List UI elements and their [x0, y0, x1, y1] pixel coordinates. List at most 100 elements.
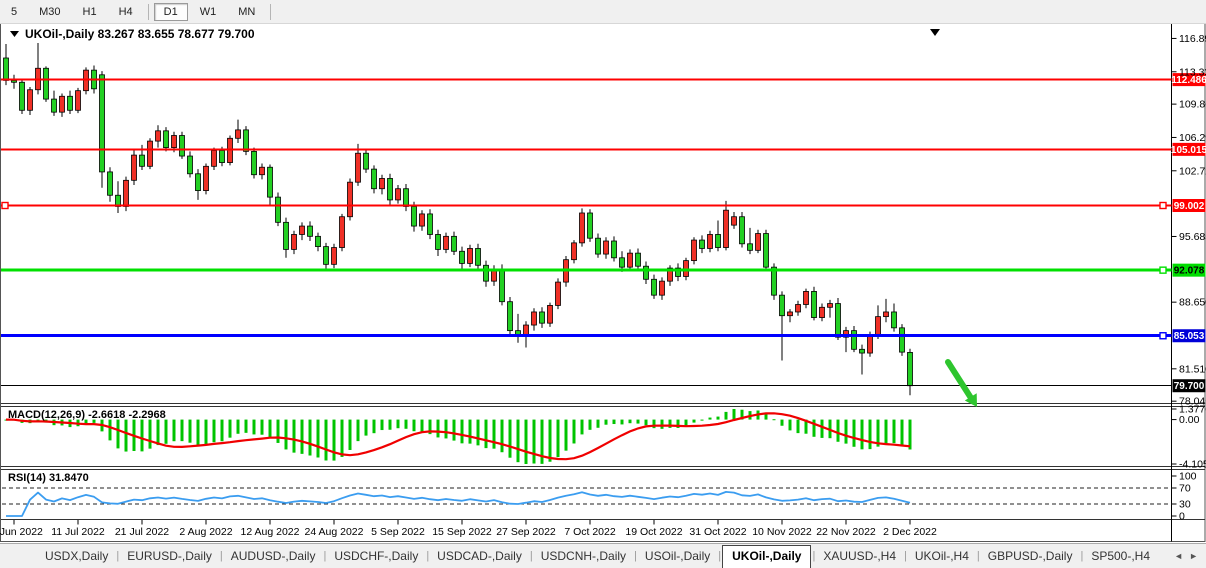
chart-tab-usdx-daily[interactable]: USDX,Daily [45, 549, 109, 563]
macd-histogram-bar [476, 419, 480, 446]
candle [147, 138, 153, 170]
macd-histogram-bar [308, 419, 312, 456]
timeframe-button-D1[interactable]: D1 [153, 2, 188, 21]
candle [467, 244, 473, 268]
tab-separator: | [1080, 550, 1084, 562]
chart-tab-audusd-daily[interactable]: AUDUSD-,Daily [230, 549, 316, 563]
macd-histogram-bar [580, 419, 584, 435]
chart-tab-gbpusd-daily[interactable]: GBPUSD-,Daily [987, 549, 1073, 563]
hline-105.015[interactable]: 105.015 [1, 142, 1206, 156]
hline-handle[interactable] [1159, 266, 1167, 274]
timeframe-button-W1[interactable]: W1 [199, 5, 217, 18]
chart-tab-ukoil-h4[interactable]: UKOil-,H4 [914, 549, 969, 563]
timeframe-button-H1[interactable]: H1 [82, 5, 97, 18]
macd-histogram-bar [460, 419, 464, 444]
macd-histogram-bar [732, 409, 736, 420]
macd-histogram-bar [500, 419, 504, 453]
candle [851, 325, 857, 353]
rsi-label: RSI(14) 31.8470 [8, 472, 89, 484]
tab-separator: | [323, 550, 327, 562]
macd-histogram-bar [468, 419, 472, 444]
hline-handle[interactable] [1, 201, 9, 210]
tab-separator: | [976, 550, 980, 562]
macd-histogram-bar [524, 419, 528, 464]
candle [627, 249, 633, 271]
macd-histogram-bar [844, 419, 848, 444]
candle [419, 210, 425, 231]
timeframe-button-M30[interactable]: M30 [39, 5, 61, 18]
macd-histogram-bar [876, 419, 880, 447]
price-level-label: 99.002 [1174, 201, 1205, 212]
timeframe-button-MN[interactable]: MN [238, 5, 256, 18]
macd-histogram-bar [652, 419, 656, 429]
macd-histogram-bar [300, 419, 304, 454]
chart-tab-bar: USDX,Daily | EURUSD-,Daily | AUDUSD-,Daily | U… [0, 543, 1206, 568]
candle [251, 147, 257, 179]
date-label: 2 Aug 2022 [179, 526, 232, 538]
chart-tab-eurusd-daily[interactable]: EURUSD-,Daily [127, 549, 212, 563]
hline-99.002[interactable]: 99.002 [1, 199, 1206, 213]
hline-handle[interactable] [1159, 332, 1167, 340]
candle [235, 119, 241, 143]
hline-handle[interactable] [1159, 201, 1167, 210]
tab-separator: | [812, 550, 816, 562]
chart-tab-usdcad-daily[interactable]: USDCAD-,Daily [437, 549, 522, 563]
candle [571, 240, 577, 264]
macd-histogram-bar [420, 419, 424, 432]
drawn-arrow-annotation[interactable] [945, 359, 977, 407]
candle [43, 66, 49, 102]
chart-tab-sp500-h4[interactable]: SP500-,H4 [1091, 549, 1151, 563]
date-label: 7 Oct 2022 [564, 526, 616, 538]
candle [75, 87, 81, 114]
last-bar-marker[interactable] [930, 29, 940, 36]
macd-label: MACD(12,26,9) -2.6618 -2.2968 [8, 409, 166, 421]
macd-histogram-bar [364, 419, 368, 436]
macd-histogram-bar [396, 419, 400, 429]
macd-histogram-bar [380, 419, 384, 431]
macd-histogram-bar [564, 419, 568, 451]
price-level-label: 112.486 [1171, 75, 1206, 86]
tab-scroll-right-icon[interactable]: ► [1189, 551, 1198, 561]
macd-histogram-bar [140, 419, 144, 452]
hline-92.078[interactable]: 92.078 [1, 263, 1206, 277]
timeframe-button-H4[interactable]: H4 [118, 5, 133, 18]
tab-separator: | [904, 550, 907, 562]
macd-histogram-bar [156, 419, 160, 446]
candle [699, 235, 705, 254]
macd-histogram-bar [644, 419, 648, 426]
hline-79.700[interactable]: 79.700 [1, 379, 1206, 393]
chart-title: UKOil-,Daily 83.267 83.655 78.677 79.700 [25, 27, 255, 41]
macd-histogram-bar [356, 419, 360, 442]
chart-tab-usdchf-daily[interactable]: USDCHF-,Daily [334, 549, 419, 563]
macd-histogram-bar [412, 419, 416, 432]
candle [835, 297, 841, 340]
chart-tab-ukoil-daily[interactable]: UKOil-,Daily [722, 544, 812, 568]
candle [275, 192, 281, 227]
price-tick-label: 106.290 [1179, 132, 1206, 144]
chart-tab-usoil-daily[interactable]: USOil-,Daily [644, 549, 711, 563]
hline-85.053[interactable]: 85.053 [1, 329, 1206, 343]
macd-histogram-bar [116, 419, 120, 449]
symbol-dropdown-icon[interactable] [10, 31, 19, 37]
timeframe-button-5[interactable]: 5 [11, 5, 18, 18]
chart-tab-xauusd-h4[interactable]: XAUUSD-,H4 [823, 549, 897, 563]
candle [707, 230, 713, 253]
candle [459, 246, 465, 270]
date-label: 31 Oct 2022 [689, 526, 746, 538]
macd-histogram-bar [252, 419, 256, 435]
macd-histogram-bar [508, 419, 512, 458]
tab-scroll-left-icon[interactable]: ◄ [1174, 551, 1184, 561]
hline-112.486[interactable]: 112.486 [1, 73, 1206, 87]
chart-tab-usdcnh-daily[interactable]: USDCNH-,Daily [540, 549, 627, 563]
tab-separator: | [718, 550, 722, 562]
candle [371, 165, 377, 194]
macd-histogram-bar [604, 419, 608, 425]
macd-histogram-bar [284, 419, 288, 450]
candle [243, 126, 249, 156]
macd-histogram-bar [204, 419, 208, 445]
macd-histogram-bar [708, 417, 712, 420]
candle [587, 209, 593, 242]
macd-histogram-bar [724, 411, 728, 420]
candle [635, 248, 641, 270]
macd-histogram-bar [796, 419, 800, 434]
